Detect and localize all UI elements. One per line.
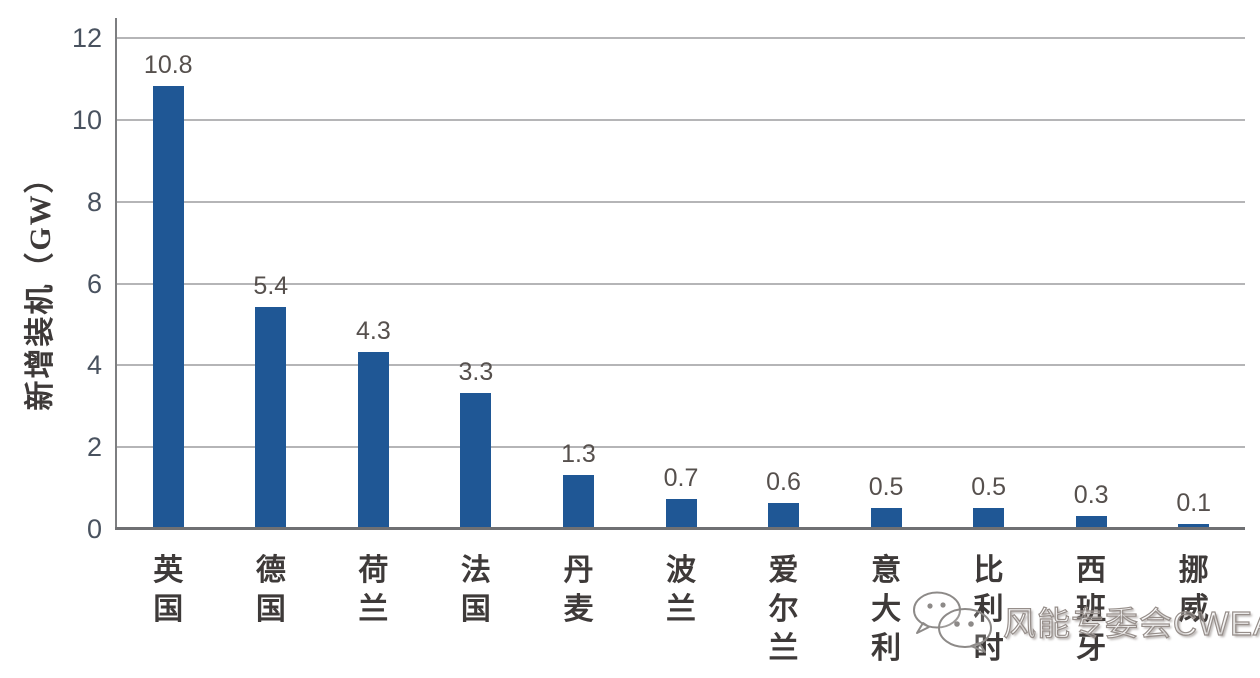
- bar-value-label: 0.6: [766, 468, 801, 497]
- bar: [562, 474, 594, 528]
- x-category-label: 爱 尔 兰: [768, 554, 799, 665]
- x-category-label: 挪 威: [1178, 554, 1209, 626]
- y-tick-label: 8: [86, 186, 102, 217]
- bar: [357, 352, 389, 528]
- x-category-label: 法 国: [460, 554, 491, 626]
- bar-value-label: 5.4: [253, 272, 289, 301]
- gridline: [117, 446, 1245, 449]
- bar: [768, 503, 800, 528]
- x-category-label: 英 国: [153, 554, 184, 626]
- bar-value-label: 4.3: [355, 317, 391, 346]
- bar-value-label: 1.3: [561, 439, 596, 468]
- gridline: [117, 282, 1245, 285]
- x-category-label: 丹 麦: [563, 554, 594, 626]
- bar: [152, 86, 184, 528]
- bar: [460, 392, 492, 528]
- bar-value-label: 3.3: [458, 357, 494, 386]
- x-axis-line: [115, 527, 1245, 530]
- bar: [255, 307, 287, 528]
- x-category-label: 波 兰: [666, 554, 696, 626]
- bar-value-label: 0.3: [1073, 480, 1109, 509]
- watermark-text: 风能专委会CWEA: [1002, 604, 1260, 642]
- bar-value-label: 0.5: [868, 472, 904, 501]
- y-axis-line: [115, 18, 117, 529]
- bar-value-label: 0.7: [663, 464, 699, 493]
- x-category-label: 荷 兰: [358, 554, 389, 626]
- plot-area: 10.8 5.4 4.3 3.3 1.3 0.7 0.6 0.5 0.5 0.3 0.1: [115, 18, 1245, 530]
- bar: [1075, 515, 1107, 528]
- y-tick-label: 4: [86, 350, 102, 381]
- x-category-label: 西 班 牙: [1076, 554, 1107, 665]
- bar: [1178, 523, 1210, 528]
- gridline: [117, 364, 1245, 367]
- y-tick-label: 12: [71, 23, 102, 53]
- gridline: [117, 118, 1245, 121]
- x-category-label: 意 大 利: [871, 554, 902, 665]
- bar: [665, 499, 697, 528]
- bar: [973, 507, 1005, 528]
- gridline: [117, 200, 1245, 203]
- bar-value-label: 10.8: [143, 51, 193, 80]
- y-tick-label: 2: [86, 432, 102, 463]
- x-category-label: 德 国: [255, 554, 286, 626]
- bar-value-label: 0.1: [1176, 488, 1212, 517]
- x-category-label: 比 利 时: [973, 554, 1004, 665]
- bar: [870, 507, 902, 528]
- y-tick-label: 6: [86, 268, 102, 299]
- y-tick-label: 10: [71, 104, 102, 135]
- gridline: [117, 37, 1245, 39]
- bar-value-label: 0.5: [971, 472, 1007, 501]
- y-tick-label: 0: [86, 514, 102, 544]
